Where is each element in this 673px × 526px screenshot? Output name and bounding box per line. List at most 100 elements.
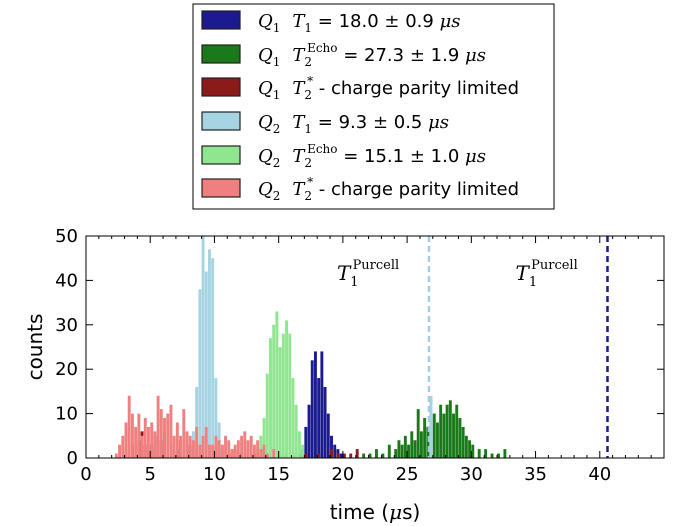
histogram-bar <box>201 435 205 458</box>
x-tick-label: 35 <box>524 464 547 485</box>
y-axis-label: counts <box>23 314 47 381</box>
histogram-bar <box>387 444 391 458</box>
histogram-bar <box>439 404 443 458</box>
histogram-bar <box>281 333 285 458</box>
histogram-bar <box>259 449 263 458</box>
histogram-bar <box>423 418 427 458</box>
histogram-bar <box>233 444 237 458</box>
histogram-bar <box>288 333 292 458</box>
histogram-bar <box>265 453 269 458</box>
legend-entry: Q1 T2Echo = 27.3 ± 1.9 μs <box>258 41 486 69</box>
histogram-bar <box>262 418 266 458</box>
histogram-bar <box>429 395 433 458</box>
x-axis-label: time (μs) <box>330 500 421 524</box>
x-tick-label: 30 <box>460 464 483 485</box>
histogram-bar <box>464 435 468 458</box>
histogram-bar <box>317 378 321 458</box>
histogram-bar <box>214 435 218 458</box>
histogram-bar <box>458 418 462 458</box>
histogram-bar <box>208 249 211 458</box>
histogram-bar <box>432 413 436 458</box>
y-tick-label: 50 <box>55 226 78 247</box>
histogram-bar <box>304 453 308 458</box>
legend-entry: Q1 T2* - charge parity limited <box>258 74 519 102</box>
histogram-bar <box>127 395 131 458</box>
histogram-bar <box>407 444 411 458</box>
histogram-bar <box>211 444 215 458</box>
legend-entry: Q1 T1 = 18.0 ± 0.9 μs <box>258 11 461 35</box>
histogram-bar <box>243 431 247 458</box>
histogram-bar <box>198 289 202 458</box>
histogram-bar <box>195 386 199 458</box>
histogram-bar <box>381 453 385 458</box>
histogram-bar <box>204 271 208 458</box>
histogram-bar <box>484 449 488 458</box>
histogram-bar <box>326 413 330 458</box>
histogram-bar <box>118 444 122 458</box>
purcell-label: T1Purcell <box>337 258 399 290</box>
histogram-bar <box>362 453 366 458</box>
histogram-bar <box>143 418 147 458</box>
histogram-bar <box>272 449 276 458</box>
x-tick-label: 25 <box>396 464 419 485</box>
histogram-bar <box>166 413 170 458</box>
y-tick-label: 40 <box>55 270 78 291</box>
histogram-bar <box>397 440 401 458</box>
histogram-bar <box>477 449 481 458</box>
histogram-bar <box>317 453 321 458</box>
histogram-bar <box>156 395 160 458</box>
legend-swatch <box>201 10 241 30</box>
histogram-bar <box>313 351 317 458</box>
histogram-bar <box>134 426 138 458</box>
histogram-bar <box>175 422 179 458</box>
histogram-bar <box>140 435 144 458</box>
histogram-bar <box>124 422 128 458</box>
histogram-bar <box>333 444 337 458</box>
histogram-bar <box>208 444 211 458</box>
legend-swatch <box>201 44 241 64</box>
histogram-bar <box>185 431 189 458</box>
histogram-bar <box>285 320 288 458</box>
histogram-bar <box>294 404 298 458</box>
histogram-bar <box>445 404 449 458</box>
histogram-bar <box>297 431 301 458</box>
histogram-bar <box>147 426 150 458</box>
histogram-bar <box>310 360 314 458</box>
histogram-bar <box>355 449 359 458</box>
histogram-bar <box>403 435 407 458</box>
histogram-bar <box>442 413 446 458</box>
histogram-bar <box>471 444 475 458</box>
histogram-bar <box>452 413 455 458</box>
histogram-bar <box>153 431 157 458</box>
purcell-lines: T1Purcell T1Purcell <box>337 236 609 458</box>
histogram-bar <box>269 338 272 458</box>
x-tick-label: 20 <box>331 464 354 485</box>
histogram-bar <box>275 311 279 458</box>
histogram-bar <box>191 440 195 458</box>
histogram-bar <box>436 422 439 458</box>
histogram-bar <box>204 426 208 458</box>
histogram-bar <box>246 440 250 458</box>
histogram-bar <box>468 440 472 458</box>
plot-frame <box>85 235 665 459</box>
histogram-bar <box>503 449 507 458</box>
histogram-bar <box>217 440 221 458</box>
axis-ticks: 0 5 10 15 20 25 30 35 40 0 10 20 30 40 50 <box>55 226 664 485</box>
histogram-bar <box>278 347 282 458</box>
histogram-bar <box>249 435 253 458</box>
histogram-bar <box>240 435 244 458</box>
x-tick-label: 10 <box>203 464 226 485</box>
histogram-bar <box>121 435 125 458</box>
histogram-bar <box>375 449 378 458</box>
histogram-bar <box>130 413 134 458</box>
histogram-bar <box>400 444 404 458</box>
histogram-bar <box>236 440 240 458</box>
histogram-bar <box>342 453 346 458</box>
histogram-bar <box>182 409 186 458</box>
histogram-bar <box>220 444 224 458</box>
y-tick-label: 30 <box>55 315 78 336</box>
histogram-bar <box>195 426 199 458</box>
legend-swatch <box>201 77 241 97</box>
histogram-bar <box>224 435 227 458</box>
